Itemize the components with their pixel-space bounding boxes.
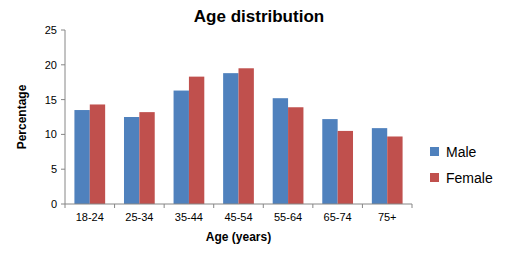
- y-tick: [61, 204, 65, 205]
- x-tick: [412, 204, 413, 208]
- y-tick-label: 0: [51, 198, 57, 210]
- x-tick-label: 35-44: [175, 211, 203, 223]
- x-tick-label: 25-34: [125, 211, 153, 223]
- bar: [139, 112, 154, 204]
- bar: [387, 136, 402, 204]
- bar: [174, 91, 189, 204]
- y-tick-label: 25: [45, 24, 57, 36]
- y-tick: [61, 30, 65, 31]
- y-tick-label: 15: [45, 94, 57, 106]
- y-tick: [61, 99, 65, 100]
- bar: [90, 104, 105, 204]
- y-axis: [65, 30, 66, 204]
- y-tick: [61, 64, 65, 65]
- bar: [223, 73, 238, 204]
- y-tick: [61, 134, 65, 135]
- bar: [74, 110, 89, 204]
- bar: [189, 77, 204, 204]
- y-tick-label: 10: [45, 128, 57, 140]
- bar: [273, 98, 288, 204]
- bar: [372, 128, 387, 204]
- x-tick: [312, 204, 313, 208]
- x-tick-label: 45-54: [224, 211, 252, 223]
- x-tick-label: 75+: [378, 211, 397, 223]
- x-tick-label: 18-24: [76, 211, 104, 223]
- x-tick-label: 65-74: [324, 211, 352, 223]
- bar: [288, 107, 303, 204]
- x-tick: [65, 204, 66, 208]
- x-tick: [362, 204, 363, 208]
- legend-swatch: [430, 173, 439, 182]
- x-tick: [114, 204, 115, 208]
- y-tick-label: 5: [51, 163, 57, 175]
- y-tick-label: 20: [45, 59, 57, 71]
- legend: Male Female: [430, 144, 493, 186]
- y-tick: [61, 169, 65, 170]
- bar: [322, 119, 337, 204]
- legend-label: Male: [446, 144, 477, 160]
- x-axis-title: Age (years): [206, 230, 271, 244]
- bars: [74, 68, 402, 204]
- bar: [239, 68, 254, 204]
- background: [0, 0, 518, 270]
- x-tick: [213, 204, 214, 208]
- chart: Age distribution 0 5 10 15 20 25 18-24 25-34 35-4…: [0, 0, 518, 270]
- x-tick: [164, 204, 165, 208]
- x-axis: [65, 204, 412, 205]
- y-axis-title: Percentage: [15, 84, 29, 149]
- legend-label: Female: [446, 170, 493, 186]
- bar: [338, 131, 353, 204]
- x-tick-label: 55-64: [274, 211, 302, 223]
- title: Age distribution: [194, 7, 324, 26]
- chart-root: Age distribution 0 5 10 15 20 25 18-24 25-34 35-4…: [0, 0, 518, 270]
- legend-swatch: [430, 147, 439, 156]
- x-tick: [263, 204, 264, 208]
- bar: [124, 117, 139, 204]
